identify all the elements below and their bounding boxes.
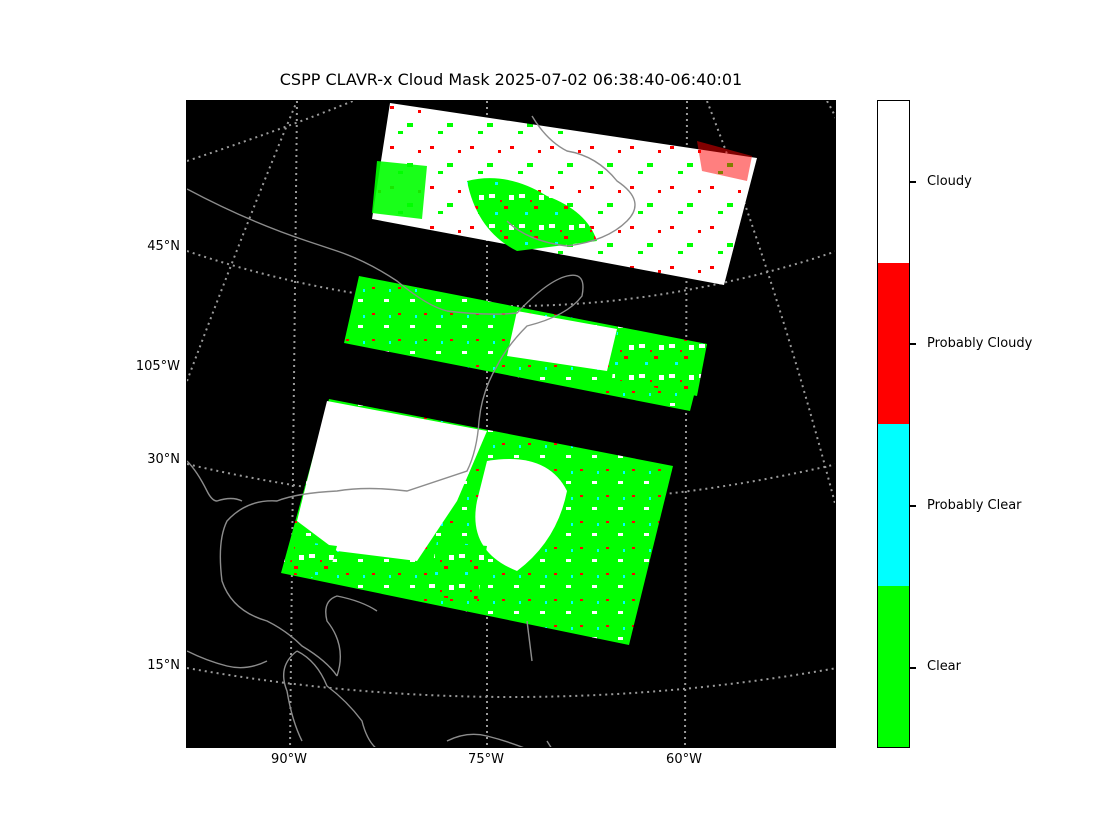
colorbar-label-probably-clear: Probably Clear <box>927 498 1022 513</box>
colorbar-label-probably-cloudy: Probably Cloudy <box>927 336 1033 351</box>
lat-label-105w: 105°W <box>135 359 180 374</box>
colorbar-tick <box>909 505 916 507</box>
colorbar-tick <box>909 181 916 183</box>
colorbar-label-clear: Clear <box>927 659 961 674</box>
map-title: CSPP CLAVR-x Cloud Mask 2025-07-02 06:38… <box>279 70 743 89</box>
map-panel <box>186 100 836 748</box>
colorbar-segment-clear <box>878 585 909 747</box>
colorbar-tick <box>909 343 916 345</box>
lon-label-75w: 75°W <box>468 752 504 767</box>
colorbar-segment-probably-clear <box>878 424 909 586</box>
lon-label-60w: 60°W <box>666 752 702 767</box>
colorbar-segment-probably-cloudy <box>878 262 909 424</box>
lat-label-30n: 30°N <box>147 452 180 467</box>
colorbar-tick <box>909 667 916 669</box>
lon-label-90w: 90°W <box>271 752 307 767</box>
colorbar-segment-cloudy <box>878 101 909 263</box>
lat-label-45n: 45°N <box>147 239 180 254</box>
cloud-mask-map <box>187 101 835 747</box>
swath-north <box>372 103 757 285</box>
lat-label-15n: 15°N <box>147 658 180 673</box>
colorbar <box>877 100 910 748</box>
colorbar-label-cloudy: Cloudy <box>927 174 972 189</box>
coastlines <box>187 115 636 747</box>
